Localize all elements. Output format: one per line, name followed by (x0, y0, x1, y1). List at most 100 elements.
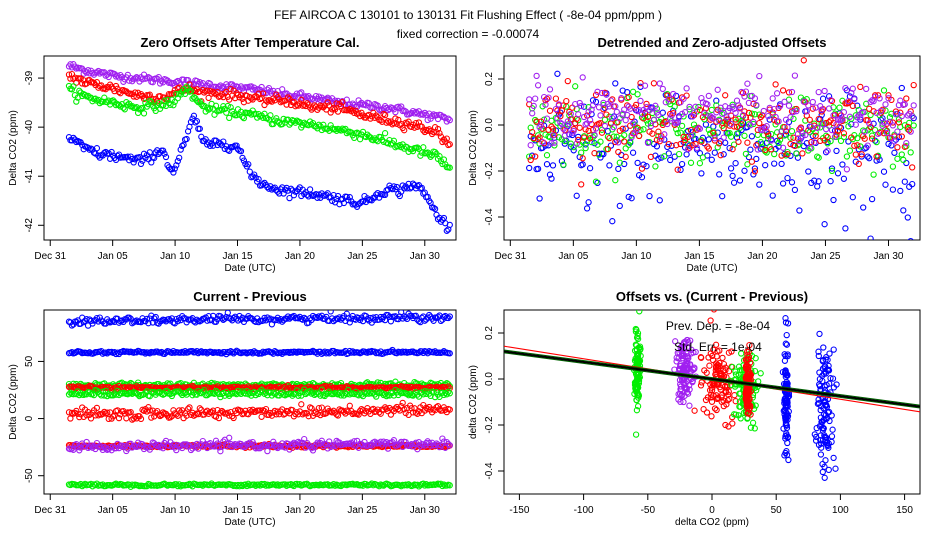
data-point (901, 101, 908, 108)
data-point (747, 114, 754, 121)
data-point (674, 166, 681, 173)
data-point (401, 127, 408, 134)
data-point (741, 132, 748, 139)
data-point (655, 128, 662, 135)
data-point (570, 126, 577, 133)
data-point (133, 74, 140, 81)
data-point (839, 115, 846, 122)
data-point (726, 122, 733, 129)
data-point (187, 446, 195, 454)
data-point (830, 112, 837, 119)
data-point (720, 151, 727, 158)
data-point (712, 341, 720, 348)
data-point (189, 347, 196, 355)
data-point (77, 348, 84, 356)
data-point (849, 102, 856, 110)
data-point (583, 205, 591, 212)
x-tick-label: -150 (509, 505, 529, 516)
data-point (306, 186, 314, 193)
data-point (644, 139, 652, 147)
data-point (860, 204, 867, 211)
x-tick-label: -50 (641, 505, 656, 516)
data-point (778, 128, 785, 135)
data-point (592, 125, 600, 132)
data-point (815, 115, 822, 123)
data-point (671, 103, 678, 110)
x-tick-label: Jan 20 (285, 251, 315, 262)
data-point (73, 384, 80, 392)
data-point (240, 114, 248, 122)
data-point (716, 117, 723, 125)
data-point (837, 116, 845, 124)
data-point (348, 349, 355, 356)
data-point (726, 395, 733, 403)
data-point (718, 398, 725, 405)
x-axis-label: delta CO2 (ppm) (675, 517, 749, 528)
data-point (716, 140, 723, 147)
data-point (364, 389, 371, 396)
data-point (711, 137, 718, 144)
data-point (650, 116, 658, 124)
data-point (622, 125, 629, 132)
data-point (625, 193, 632, 201)
data-point (834, 170, 842, 177)
data-point (255, 176, 262, 183)
cluster-1 (671, 336, 700, 409)
data-point (815, 154, 822, 161)
x-tick-label: Dec 31 (494, 251, 526, 262)
data-point (79, 92, 86, 100)
data-point (408, 405, 415, 412)
data-point (430, 111, 437, 118)
data-point (393, 183, 400, 191)
data-point (845, 97, 852, 105)
data-point (768, 137, 775, 144)
data-point (177, 483, 184, 490)
data-point (427, 153, 434, 160)
data-point (582, 144, 589, 152)
data-point (904, 112, 911, 119)
data-point (70, 383, 77, 390)
data-point (634, 403, 642, 410)
data-point (168, 166, 176, 173)
data-point (192, 119, 199, 126)
data-point (714, 394, 721, 401)
data-point (825, 93, 833, 100)
data-point (725, 368, 733, 375)
data-point (398, 310, 405, 316)
data-point (292, 410, 299, 418)
data-point (79, 80, 86, 87)
data-point (701, 367, 708, 374)
data-point (742, 88, 750, 95)
data-point (177, 390, 184, 397)
data-point (678, 376, 686, 383)
data-point (744, 139, 751, 146)
data-point (424, 127, 431, 134)
data-point (569, 131, 576, 139)
data-point (897, 187, 904, 195)
data-point (827, 137, 834, 145)
data-point (840, 109, 848, 116)
data-point (445, 388, 452, 395)
plot-area (504, 310, 920, 481)
data-point (814, 153, 821, 160)
data-point (706, 362, 713, 369)
data-point (127, 74, 134, 82)
data-point (858, 151, 865, 158)
data-point (74, 410, 81, 417)
data-point (557, 119, 564, 126)
data-point (621, 138, 628, 145)
data-point (446, 442, 453, 449)
data-point (446, 141, 453, 148)
data-point (148, 99, 155, 106)
data-point (415, 349, 423, 356)
data-point (684, 360, 691, 367)
data-point (800, 98, 807, 105)
data-point (776, 136, 784, 143)
data-point (851, 142, 858, 149)
data-point (739, 119, 747, 126)
data-point (753, 101, 760, 109)
data-point (226, 349, 233, 356)
data-point (787, 134, 794, 141)
data-point (793, 150, 800, 157)
